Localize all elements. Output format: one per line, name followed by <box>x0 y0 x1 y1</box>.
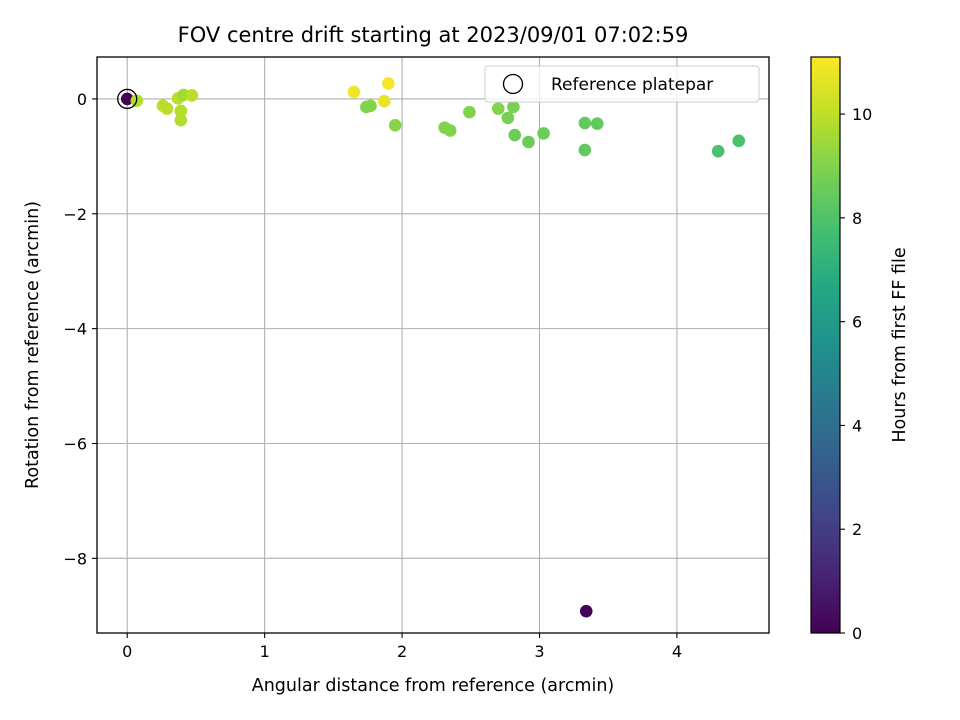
data-point <box>463 105 476 119</box>
data-point <box>160 102 174 115</box>
data-point <box>382 77 395 90</box>
y-axis-label: Rotation from reference (arcmin) <box>23 201 43 489</box>
y-tick-label: −4 <box>63 320 87 339</box>
data-point <box>537 127 550 140</box>
x-tick-label: 2 <box>397 642 407 661</box>
reference-marker <box>117 88 138 110</box>
data-point <box>174 113 188 127</box>
data-point <box>347 85 361 99</box>
colorbar-tick-label: 10 <box>852 105 872 124</box>
data-point <box>732 134 746 148</box>
plot-frame <box>96 56 770 634</box>
x-axis-label: Angular distance from reference (arcmin) <box>252 676 615 696</box>
data-point <box>522 135 535 149</box>
data-point <box>443 124 457 137</box>
data-point <box>579 604 593 618</box>
y-tick-label: 0 <box>77 90 87 109</box>
legend: Reference platepar <box>484 65 760 103</box>
data-point <box>711 144 725 158</box>
legend-entry: Reference platepar <box>551 75 713 95</box>
data-point <box>578 116 592 130</box>
data-point <box>364 99 377 113</box>
colorbar-tick-label: 4 <box>852 416 862 435</box>
colorbar-tick-label: 6 <box>852 313 862 332</box>
data-point <box>578 143 592 157</box>
data-point <box>491 102 505 115</box>
x-tick-label: 4 <box>672 642 682 661</box>
colorbar-label: Hours from first FF file <box>890 247 910 442</box>
colorbar-tick-label: 2 <box>852 520 862 539</box>
legend-marker <box>502 73 524 95</box>
grid-lines <box>97 57 769 633</box>
data-point <box>501 111 515 125</box>
colorbar: 0 2 4 6 8 10 Hours from first FF file <box>810 56 910 643</box>
colorbar-tick-label: 0 <box>852 624 862 643</box>
x-tick-label: 0 <box>122 642 132 661</box>
data-point <box>185 89 199 102</box>
colorbar-gradient <box>810 56 841 634</box>
legend-box <box>484 65 760 103</box>
chart-title: FOV centre drift starting at 2023/09/01 … <box>178 23 689 47</box>
x-tick-label: 3 <box>534 642 544 661</box>
y-tick-label: −8 <box>63 549 87 568</box>
data-points <box>117 77 746 618</box>
data-point <box>507 100 520 114</box>
y-tick-label: −6 <box>63 434 87 453</box>
y-tick-label: −2 <box>63 205 87 224</box>
data-point <box>120 92 134 106</box>
colorbar-ticks: 0 2 4 6 8 10 <box>840 105 872 643</box>
data-point <box>590 117 604 130</box>
data-point <box>377 94 391 108</box>
data-point <box>388 119 402 132</box>
data-point <box>174 104 188 118</box>
x-tick-label: 1 <box>260 642 270 661</box>
colorbar-tick-label: 8 <box>852 209 862 228</box>
axis-ticks: 0 1 2 3 4 0 −2 −4 −6 −8 <box>63 90 682 661</box>
data-point <box>508 128 522 142</box>
